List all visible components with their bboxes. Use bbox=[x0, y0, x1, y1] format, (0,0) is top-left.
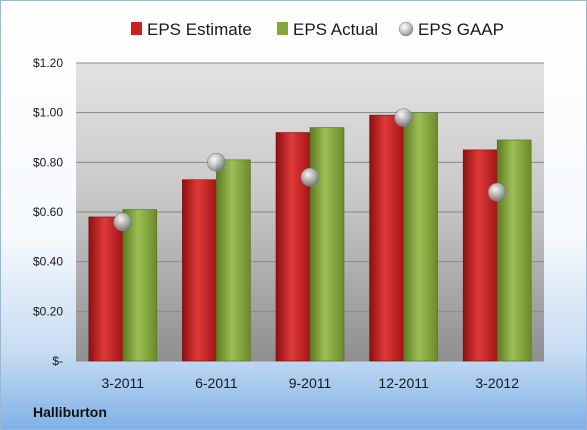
bar-actual bbox=[122, 209, 158, 362]
legend-label-actual: EPS Actual bbox=[293, 20, 378, 39]
legend-label-estimate: EPS Estimate bbox=[147, 20, 252, 39]
x-tick-label: 6-2011 bbox=[195, 375, 238, 391]
y-tick-label: $0.20 bbox=[33, 304, 63, 318]
bar-estimate bbox=[182, 179, 217, 362]
y-axis-ticks: $- $0.20 $0.40 $0.60 $0.80 $1.00 $1.20 bbox=[33, 56, 63, 368]
y-tick-label: $- bbox=[52, 354, 63, 368]
bar-actual bbox=[403, 112, 438, 362]
y-tick-label: $0.80 bbox=[33, 155, 63, 169]
gaap-marker bbox=[300, 167, 320, 187]
x-axis-ticks: 3-2011 6-2011 9-2011 12-2011 3-2012 bbox=[102, 375, 520, 391]
x-tick-label: 3-2011 bbox=[102, 375, 145, 391]
bar-actual bbox=[496, 139, 532, 362]
legend-swatch-actual bbox=[277, 22, 288, 35]
bar-actual bbox=[309, 127, 345, 362]
y-tick-label: $0.40 bbox=[33, 255, 63, 269]
x-tick-label: 3-2012 bbox=[475, 375, 519, 391]
y-tick-label: $0.60 bbox=[33, 205, 63, 219]
y-tick-label: $1.00 bbox=[33, 106, 63, 120]
company-label: Halliburton bbox=[33, 404, 107, 420]
bar-estimate bbox=[462, 149, 498, 362]
gaap-markers bbox=[113, 108, 507, 232]
gaap-marker bbox=[394, 108, 413, 127]
bar-actual bbox=[216, 159, 251, 362]
legend-swatch-gaap bbox=[398, 21, 414, 37]
legend-swatch-estimate bbox=[131, 22, 142, 35]
gaap-marker bbox=[487, 182, 507, 202]
bar-estimate bbox=[275, 132, 311, 362]
x-tick-label: 12-2011 bbox=[378, 375, 429, 391]
bar-estimate bbox=[88, 216, 124, 362]
bar-estimate bbox=[369, 114, 404, 362]
gaap-marker bbox=[207, 153, 226, 172]
y-tick-label: $1.20 bbox=[33, 56, 63, 70]
gaap-marker bbox=[113, 212, 133, 232]
legend: EPS Estimate EPS Actual EPS GAAP bbox=[131, 20, 504, 39]
legend-label-gaap: EPS GAAP bbox=[418, 20, 504, 39]
x-tick-label: 9-2011 bbox=[289, 375, 332, 391]
